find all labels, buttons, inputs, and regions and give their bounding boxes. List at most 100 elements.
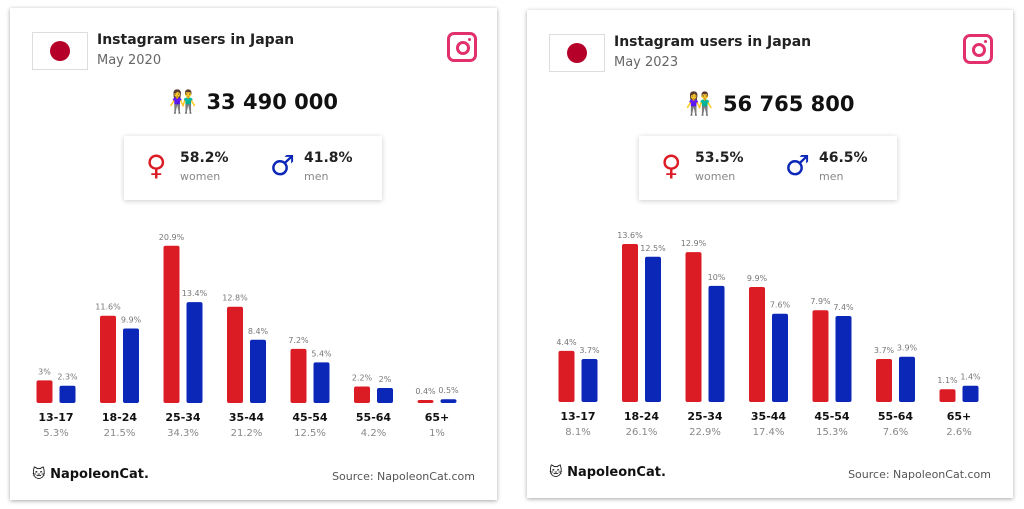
bar-women-18-24 <box>100 315 116 403</box>
bar-label-men: 3.7% <box>579 346 600 355</box>
bar-label-women: 2.2% <box>352 373 373 382</box>
bar-label-women: 20.9% <box>159 233 185 242</box>
men-label: men <box>819 170 844 183</box>
bar-label-men: 9.9% <box>121 316 142 325</box>
bar-men-45-54 <box>835 316 852 402</box>
bar-label-men: 3.9% <box>897 344 918 353</box>
bar-label-women: 4.4% <box>556 338 577 347</box>
age-group-total: 26.1% <box>626 427 658 438</box>
men-percent: 46.5% <box>819 150 868 166</box>
napoleoncat-logo: 🐱 NapoleonCat. <box>32 467 149 482</box>
age-group-total: 5.3% <box>43 428 68 439</box>
male-icon: ♂ <box>785 149 811 182</box>
bar-men-13-17 <box>59 385 76 403</box>
women-label: women <box>180 170 221 183</box>
women-label: women <box>695 170 736 183</box>
bar-men-55-64 <box>377 387 393 403</box>
age-group-total: 21.2% <box>231 428 263 439</box>
bar-women-45-54 <box>812 310 829 402</box>
bar-label-women: 7.2% <box>288 336 309 345</box>
age-group-label: 55-64 <box>878 410 914 423</box>
age-group-total: 4.2% <box>361 428 386 439</box>
bar-label-women: 1.1% <box>937 376 958 385</box>
bar-men-45-54 <box>313 362 330 403</box>
bar-men-35-44 <box>250 339 266 403</box>
age-group-label: 25-34 <box>687 410 723 423</box>
source-text: Source: NapoleonCat.com <box>848 468 991 481</box>
age-group-label: 13-17 <box>38 411 73 424</box>
japan-flag-icon <box>549 34 605 72</box>
bar-women-55-64 <box>354 386 370 403</box>
bar-men-25-34 <box>708 285 725 402</box>
card-date: May 2023 <box>614 55 679 70</box>
age-group-total: 8.1% <box>565 427 590 438</box>
age-group-total: 1% <box>429 428 445 439</box>
bar-men-35-44 <box>772 313 788 402</box>
age-group-label: 65+ <box>947 410 972 423</box>
users-icon: 👫 <box>685 92 713 117</box>
bar-women-18-24 <box>622 244 638 402</box>
bar-label-women: 12.8% <box>222 294 248 303</box>
bar-men-65+ <box>962 385 979 402</box>
bar-label-men: 5.4% <box>311 349 332 358</box>
age-group-label: 45-54 <box>292 411 328 424</box>
bar-men-25-34 <box>186 302 203 403</box>
total-users: 👫 56 765 800 <box>527 92 1013 117</box>
bar-label-men: 13.4% <box>182 289 208 298</box>
bar-women-65+ <box>939 389 956 402</box>
japan-flag-icon <box>32 32 88 70</box>
age-group-total: 15.3% <box>816 427 848 438</box>
card-2020: Instagram users in Japan May 2020 👫 33 49… <box>10 8 497 500</box>
instagram-icon <box>447 32 477 62</box>
gender-split-box: ♀ 58.2% women ♂ 41.8% men <box>124 136 382 200</box>
bar-label-men: 2% <box>379 375 392 384</box>
bar-women-35-44 <box>227 306 243 403</box>
users-count: 33 490 000 <box>206 90 338 114</box>
bar-women-13-17 <box>558 350 575 402</box>
age-bar-chart: 4.4%3.7% 13-17 8.1% 13.6% 12.5% 18-24 26.1% 12.… <box>556 231 981 438</box>
bar-label-women: 3% <box>38 367 51 376</box>
men-label: men <box>304 170 329 183</box>
age-group-total: 21.5% <box>104 428 136 439</box>
male-icon: ♂ <box>270 149 296 182</box>
bar-label-men: 7.6% <box>770 301 791 310</box>
female-icon: ♀ <box>661 149 682 182</box>
age-group-label: 18-24 <box>102 411 138 424</box>
bar-men-18-24 <box>645 256 661 402</box>
bar-women-35-44 <box>749 286 765 402</box>
bar-label-women: 13.6% <box>617 231 643 240</box>
card-2023: Instagram users in Japan May 2023 👫 56 76… <box>527 10 1013 498</box>
card-title: Instagram users in Japan <box>614 34 812 50</box>
total-users: 👫 33 490 000 <box>10 90 497 115</box>
napoleoncat-logo: 🐱 NapoleonCat. <box>549 465 666 480</box>
bar-label-women: 9.9% <box>747 274 768 283</box>
age-group-total: 22.9% <box>689 427 721 438</box>
bar-label-men: 2.3% <box>57 373 78 382</box>
men-percent: 41.8% <box>304 150 353 166</box>
age-group-label: 35-44 <box>751 410 787 423</box>
age-group-total: 2.6% <box>946 427 971 438</box>
bar-label-men: 10% <box>708 273 726 282</box>
bar-label-women: 12.9% <box>681 239 707 248</box>
age-group-total: 12.5% <box>294 428 326 439</box>
women-percent: 53.5% <box>695 150 744 166</box>
bar-men-18-24 <box>123 328 139 403</box>
age-group-label: 18-24 <box>624 410 660 423</box>
age-group-total: 17.4% <box>753 427 785 438</box>
bar-label-men: 1.4% <box>960 373 981 382</box>
instagram-icon <box>963 34 993 64</box>
gender-split-box: ♀ 53.5% women ♂ 46.5% men <box>639 136 897 200</box>
card-title: Instagram users in Japan <box>97 32 295 48</box>
age-bar-chart: 3% 2.3% 13-17 5.3% 11.6%9.9% 18-24 21.5% 20.9% 1… <box>36 233 459 439</box>
age-group-label: 65+ <box>425 411 450 424</box>
bar-men-65+ <box>440 399 457 403</box>
bar-label-women: 0.4% <box>415 387 436 396</box>
users-count: 56 765 800 <box>722 92 855 116</box>
age-group-label: 45-54 <box>814 410 850 423</box>
bar-label-men: 12.5% <box>640 244 666 253</box>
age-group-total: 7.6% <box>883 427 908 438</box>
source-text: Source: NapoleonCat.com <box>332 470 475 483</box>
age-group-label: 55-64 <box>356 411 392 424</box>
card-date: May 2020 <box>97 53 162 68</box>
age-group-label: 13-17 <box>560 410 595 423</box>
